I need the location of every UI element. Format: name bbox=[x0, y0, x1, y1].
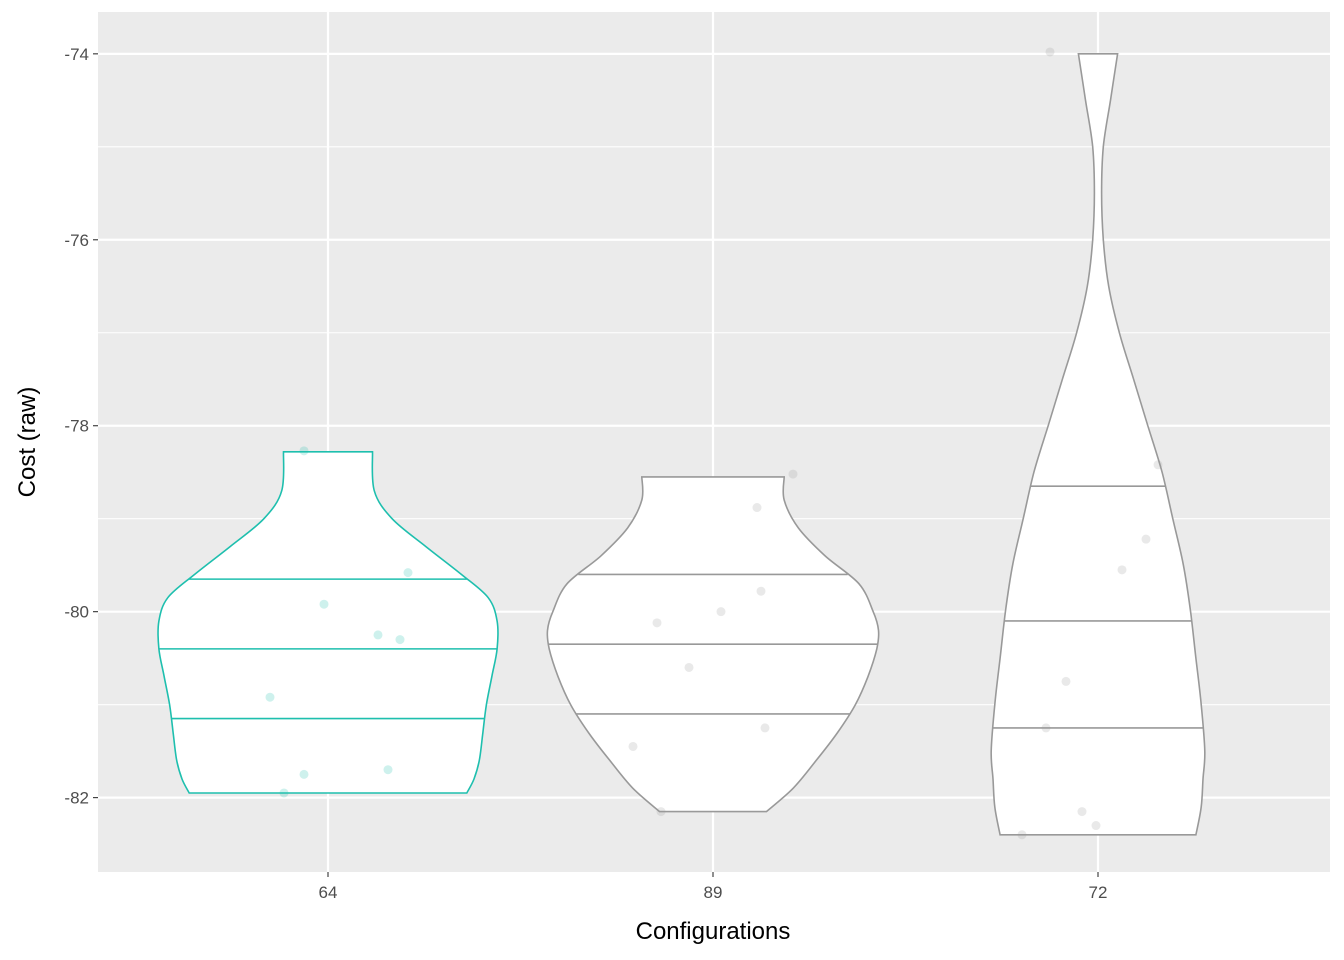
jitter-point-89 bbox=[760, 723, 770, 733]
jitter-points bbox=[265, 47, 1163, 840]
jitter-point-72 bbox=[1045, 47, 1055, 57]
y-tick-label: -76 bbox=[64, 231, 89, 250]
jitter-point-64 bbox=[319, 599, 329, 609]
jitter-point-89 bbox=[716, 607, 726, 617]
jitter-point-89 bbox=[652, 618, 662, 628]
x-tick-label: 89 bbox=[704, 883, 723, 902]
jitter-point-72 bbox=[1077, 807, 1087, 817]
y-axis: -82 -80 -78 -76 -74 bbox=[64, 45, 98, 808]
y-tick-label: -74 bbox=[64, 45, 89, 64]
jitter-point-89 bbox=[788, 469, 798, 479]
x-axis-title: Configurations bbox=[636, 918, 791, 945]
jitter-point-89 bbox=[628, 741, 638, 751]
y-tick-label: -78 bbox=[64, 417, 89, 436]
x-axis: 64 89 72 bbox=[319, 872, 1108, 902]
x-tick-label: 64 bbox=[319, 883, 338, 902]
jitter-point-64 bbox=[265, 692, 275, 702]
jitter-point-72 bbox=[1117, 565, 1127, 575]
violins bbox=[157, 53, 1206, 836]
violin-64 bbox=[157, 451, 499, 794]
jitter-point-89 bbox=[684, 662, 694, 672]
jitter-point-72 bbox=[1041, 723, 1051, 733]
y-axis-title: Cost (raw) bbox=[14, 387, 41, 498]
jitter-point-64 bbox=[299, 769, 309, 779]
jitter-point-72 bbox=[1153, 460, 1163, 470]
jitter-point-64 bbox=[299, 446, 309, 456]
jitter-point-89 bbox=[752, 503, 762, 513]
jitter-point-64 bbox=[373, 630, 383, 640]
jitter-point-64 bbox=[403, 568, 413, 578]
jitter-point-89 bbox=[656, 807, 666, 817]
y-tick-label: -80 bbox=[64, 603, 89, 622]
y-tick-label: -82 bbox=[64, 789, 89, 808]
jitter-point-72 bbox=[1141, 534, 1151, 544]
x-tick-label: 72 bbox=[1089, 883, 1108, 902]
jitter-point-72 bbox=[1091, 821, 1101, 831]
jitter-point-64 bbox=[383, 765, 393, 775]
jitter-point-72 bbox=[1017, 830, 1027, 840]
jitter-point-89 bbox=[756, 586, 766, 596]
violin-72 bbox=[990, 53, 1206, 836]
jitter-point-64 bbox=[395, 635, 405, 645]
jitter-point-72 bbox=[1061, 676, 1071, 686]
jitter-point-64 bbox=[279, 788, 289, 798]
